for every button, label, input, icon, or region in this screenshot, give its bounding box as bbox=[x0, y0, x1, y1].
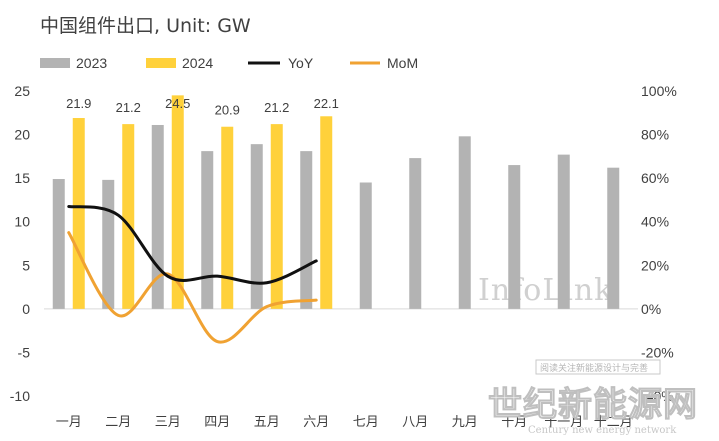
y-right-tick: 20% bbox=[641, 257, 669, 273]
bar-2023 bbox=[201, 151, 214, 309]
legend-mom-label: MoM bbox=[387, 55, 418, 71]
bar-2023 bbox=[607, 167, 620, 309]
y-right-tick: -40% bbox=[641, 388, 674, 404]
y-left-tick: 5 bbox=[22, 257, 30, 273]
data-label-2024: 21.9 bbox=[66, 96, 91, 111]
y-right-tick: 60% bbox=[641, 170, 669, 186]
x-tick-label: 十二月 bbox=[594, 415, 633, 430]
bar-2023 bbox=[557, 154, 570, 309]
y-right-tick: -20% bbox=[641, 344, 674, 360]
watermark-infolink: InfoLink bbox=[478, 273, 613, 308]
x-tick-label: 二月 bbox=[105, 415, 131, 430]
data-label-2024: 21.2 bbox=[116, 100, 141, 115]
y-right-tick: 40% bbox=[641, 214, 669, 230]
x-tick-label: 九月 bbox=[452, 415, 478, 430]
data-label-2024: 21.2 bbox=[264, 100, 289, 115]
y-left-tick: 0 bbox=[22, 301, 30, 317]
y-right-tick: 100% bbox=[641, 83, 677, 99]
data-label-2024: 20.9 bbox=[215, 103, 240, 118]
legend-yoy-label: YoY bbox=[288, 55, 314, 71]
legend-2024-label: 2024 bbox=[182, 55, 213, 71]
bar-2023 bbox=[508, 165, 521, 309]
bar-2023 bbox=[250, 144, 263, 309]
yoy-line bbox=[67, 204, 318, 285]
y-left-tick: 20 bbox=[14, 127, 30, 143]
legend-2024-swatch bbox=[146, 58, 176, 68]
legend-2023-swatch bbox=[40, 58, 70, 68]
y-left-tick: 15 bbox=[14, 170, 30, 186]
x-tick-label: 八月 bbox=[402, 415, 428, 430]
y-left-tick: -5 bbox=[18, 344, 31, 360]
y-axis-right: -40% -20% 0% 20% 40% 60% 80% 100% bbox=[641, 83, 677, 404]
bar-2024 bbox=[171, 95, 184, 309]
x-tick-label: 一月 bbox=[56, 415, 82, 430]
x-axis-categories: 一月 二月 三月 四月 五月 六月 七月 八月 九月 十月 十一月 十二月 bbox=[56, 415, 633, 430]
bar-2023 bbox=[52, 179, 65, 309]
data-label-2024: 22.1 bbox=[314, 96, 339, 111]
x-tick-label: 五月 bbox=[254, 415, 280, 430]
bar-2024 bbox=[270, 124, 283, 309]
bar-2024 bbox=[72, 118, 85, 309]
x-tick-label: 三月 bbox=[155, 415, 181, 430]
legend-2023-label: 2023 bbox=[76, 55, 107, 71]
y-left-tick: 25 bbox=[14, 83, 30, 99]
x-tick-label: 十一月 bbox=[544, 415, 583, 430]
watermark-cn-name: 世纪新能源网 bbox=[488, 385, 698, 425]
y-left-tick: -10 bbox=[10, 388, 30, 404]
bar-2024 bbox=[320, 116, 333, 309]
bar-2024 bbox=[221, 126, 234, 309]
y-axis-left: -10 -5 0 5 10 15 20 25 bbox=[10, 83, 30, 404]
data-label-2024: 24.5 bbox=[165, 96, 190, 111]
bar-2023 bbox=[458, 136, 471, 309]
bar-2023 bbox=[300, 151, 313, 309]
watermark-note-box bbox=[535, 359, 661, 375]
chart-title: 中国组件出口, Unit: GW bbox=[40, 15, 251, 37]
y-left-tick: 10 bbox=[14, 214, 30, 230]
legend: 2023 2024 YoY MoM bbox=[40, 55, 418, 71]
bar-2023 bbox=[409, 158, 422, 309]
watermark-logo: 阅读关注新能源设计与完善 世纪新能源网 Century new energy n… bbox=[488, 359, 698, 436]
data-labels: 21.9 21.2 24.5 20.9 21.2 22.1 bbox=[66, 96, 339, 118]
watermark-en-name: Century new energy network bbox=[528, 425, 677, 436]
bar-2023 bbox=[359, 182, 372, 309]
y-right-tick: 80% bbox=[641, 127, 669, 143]
lines-group bbox=[67, 204, 318, 344]
bar-2024 bbox=[122, 124, 135, 309]
mom-line bbox=[67, 231, 318, 344]
bar-2023 bbox=[102, 179, 115, 309]
watermark-note: 阅读关注新能源设计与完善 bbox=[540, 362, 648, 374]
x-tick-label: 十月 bbox=[501, 415, 527, 430]
x-tick-label: 六月 bbox=[303, 415, 329, 430]
x-tick-label: 四月 bbox=[204, 415, 230, 430]
x-tick-label: 七月 bbox=[353, 415, 379, 430]
y-right-tick: 0% bbox=[641, 301, 661, 317]
